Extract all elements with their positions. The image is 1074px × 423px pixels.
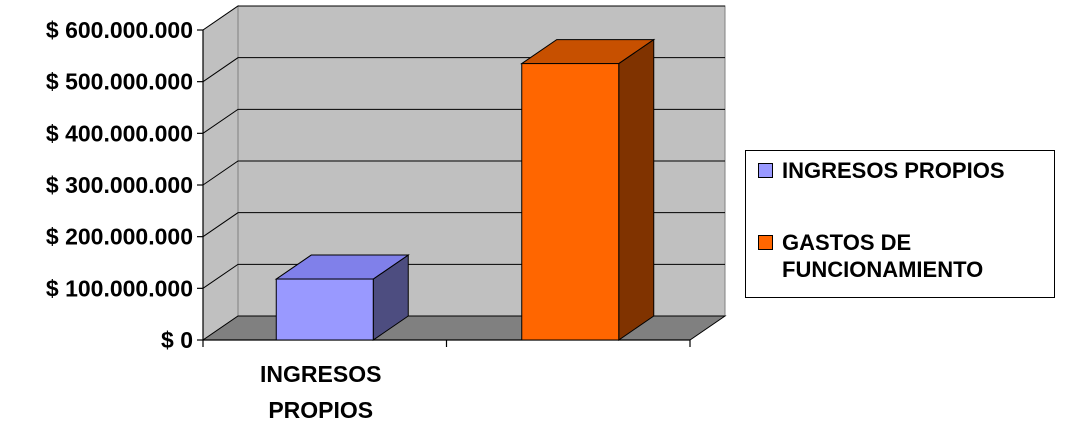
bar-ingresos-propios [274, 254, 410, 341]
y-tick-label: $ 500.000.000 [46, 69, 193, 95]
x-category-label: INGRESOS [260, 361, 381, 387]
legend: INGRESOS PROPIOS GASTOS DE FUNCIONAMIENT… [745, 150, 1055, 298]
y-tick-label: $ 200.000.000 [46, 224, 193, 250]
y-tick-label: $ 300.000.000 [46, 172, 193, 198]
gridline [202, 5, 725, 31]
legend-swatch-gastos-de-funcionamiento [758, 235, 773, 250]
legend-label-line: FUNCIONAMIENTO [782, 257, 984, 282]
legend-item-ingresos-propios: INGRESOS PROPIOS [758, 157, 1052, 184]
bar-front [275, 278, 374, 341]
bar-front [521, 63, 620, 341]
y-tick-label: $ 100.000.000 [46, 275, 193, 301]
y-axis-tick-labels: $ 0 $ 100.000.000 $ 200.000.000 $ 300.000.0… [46, 17, 193, 353]
bar-gastos-de-funcionamiento [520, 38, 656, 341]
bars [274, 38, 656, 341]
legend-label-ingresos-propios: INGRESOS PROPIOS [782, 157, 1052, 184]
legend-label-line: GASTOS DE [782, 230, 912, 255]
legend-swatch-ingresos-propios [758, 163, 773, 178]
y-tick-label: $ 0 [161, 327, 193, 353]
legend-label-gastos-de-funcionamiento: GASTOS DE FUNCIONAMIENTO [782, 229, 1052, 283]
legend-label-line: INGRESOS PROPIOS [782, 158, 1005, 183]
bar-side [618, 38, 655, 341]
x-category-label: PROPIOS [268, 397, 373, 423]
legend-item-gastos-de-funcionamiento: GASTOS DE FUNCIONAMIENTO [758, 229, 1052, 283]
y-tick-label: $ 600.000.000 [46, 17, 193, 43]
y-tick-label: $ 400.000.000 [46, 120, 193, 146]
x-axis-category-labels: INGRESOS PROPIOS [260, 361, 381, 423]
